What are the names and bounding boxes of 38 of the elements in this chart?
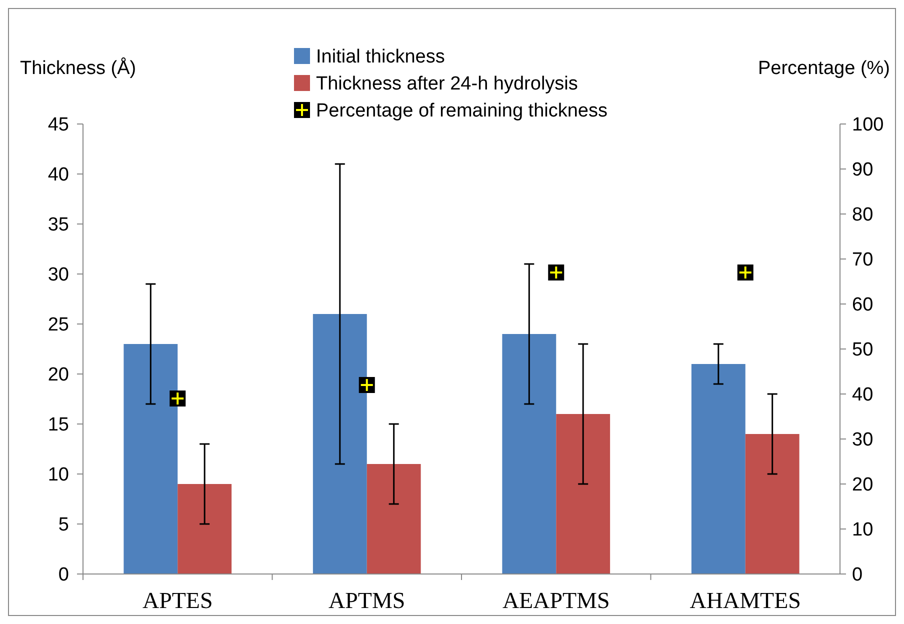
y2-tick-label: 30	[852, 430, 874, 451]
x-tick-label: AEAPTMS	[502, 588, 610, 613]
y2-axis-title: Percentage (%)	[758, 58, 890, 79]
y2-tick-label: 20	[852, 474, 874, 496]
y-tick-label: 15	[48, 414, 69, 436]
y2-tick-label: 60	[852, 294, 874, 316]
x-tick-label: APTMS	[328, 588, 406, 613]
bar	[556, 414, 610, 574]
y-tick-label: 10	[48, 464, 69, 486]
legend-label: Percentage of remaining thickness	[316, 100, 608, 122]
x-tick-label: AHAMTES	[690, 588, 801, 613]
bar	[691, 364, 746, 574]
legend-label: Thickness after 24-h hydrolysis	[316, 74, 578, 95]
bar	[312, 314, 367, 574]
bar	[502, 334, 556, 574]
y2-tick-label: 10	[852, 520, 874, 541]
y2-tick-label: 70	[852, 250, 874, 271]
y2-tick-label: 80	[852, 204, 874, 226]
x-tick-label: APTES	[142, 588, 213, 613]
y-tick-label: 0	[58, 564, 69, 586]
y-tick-label: 20	[48, 364, 69, 386]
y-tick-label: 25	[48, 314, 69, 336]
y2-tick-label: 40	[852, 384, 874, 406]
bar	[178, 484, 232, 574]
y-tick-label: 45	[48, 114, 69, 136]
y-tick-label: 30	[48, 264, 69, 286]
y2-tick-label: 100	[852, 114, 884, 136]
y-tick-label: 5	[58, 514, 69, 536]
bar	[124, 344, 178, 574]
y2-tick-label: 90	[852, 160, 874, 181]
y2-tick-label: 50	[852, 340, 874, 361]
legend-label: Initial thickness	[316, 46, 445, 68]
y-tick-label: 35	[48, 214, 69, 236]
bar	[366, 464, 421, 574]
y-tick-label: 40	[48, 164, 69, 186]
y2-tick-label: 0	[852, 564, 863, 586]
bar	[745, 434, 800, 574]
y-axis-title: Thickness (Å)	[20, 57, 136, 79]
